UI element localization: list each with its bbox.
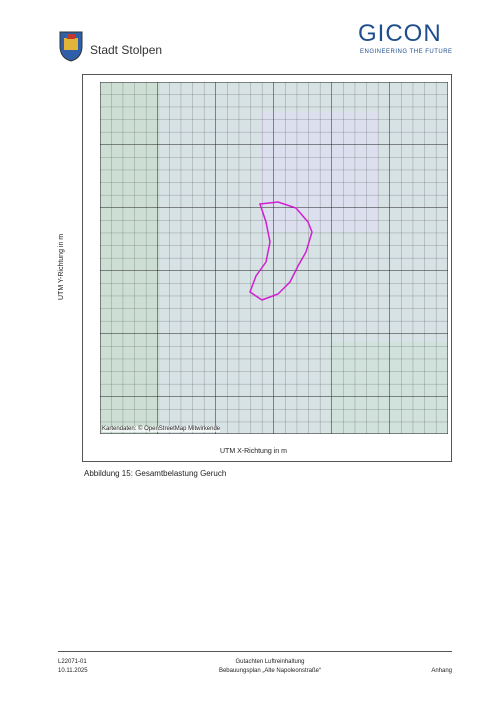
figure-caption: Abbildung 15: Gesamtbelastung Geruch [84,469,227,478]
footer-section: Anhang [431,668,452,674]
footer-rule [58,651,452,652]
footer-subtitle: Bebauungsplan „Alte Napoleonstraße“ [218,668,322,674]
map [100,82,448,434]
logo-tagline: ENGINEERING THE FUTURE [360,49,453,55]
footer-title: Gutachten Luftreinhaltung [235,659,305,665]
map-attribution: Kartendaten: © OpenStreetMap Mitwirkende [102,426,221,432]
figure-frame [82,74,452,462]
x-axis-label: UTM X-Richtung in m [220,448,287,455]
project-number: L22071-01 [58,659,87,665]
y-axis-label: UTM Y-Richtung in m [58,233,65,300]
logo: GICON [358,20,442,47]
header-title: Stadt Stolpen [90,43,163,57]
date: 10.11.2025 [58,668,88,674]
coat-of-arms [59,31,83,62]
